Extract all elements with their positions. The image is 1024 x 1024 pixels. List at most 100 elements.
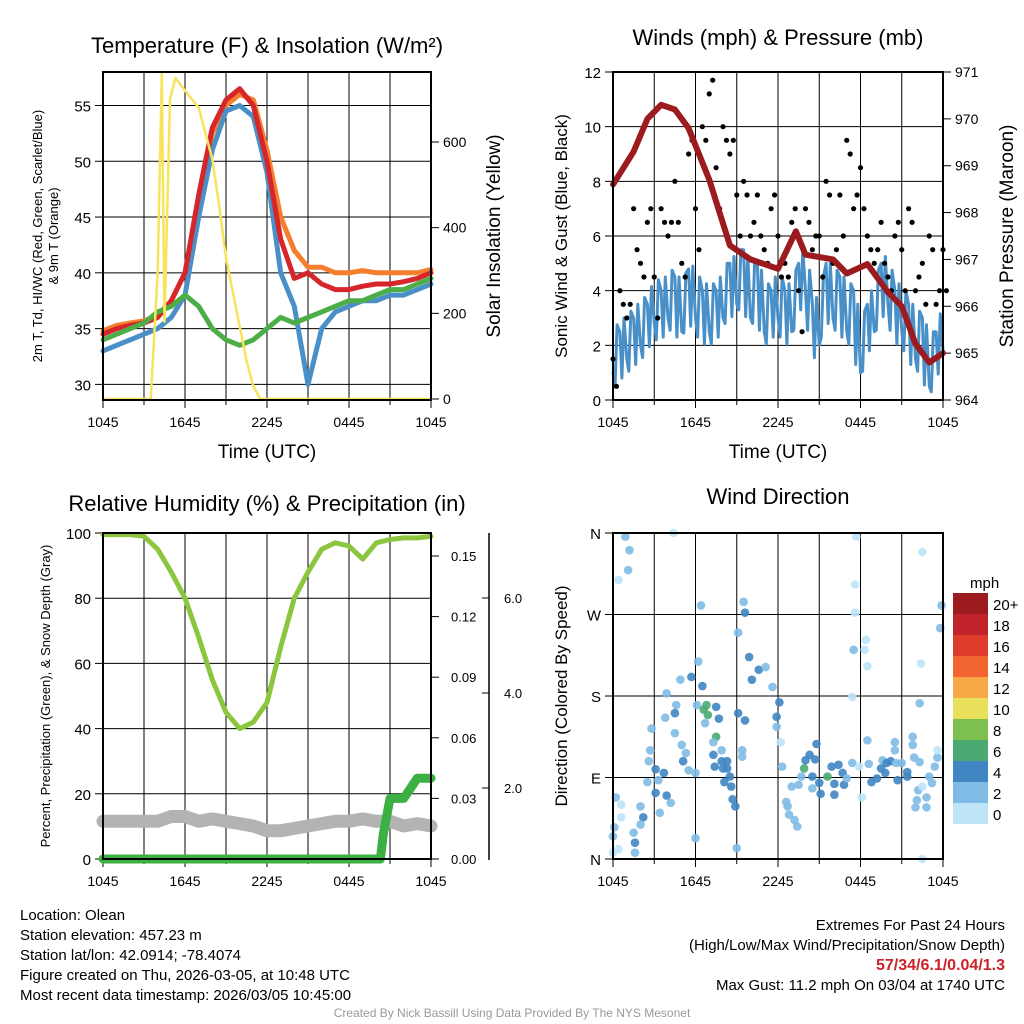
pressure-tick-label: 970 (955, 111, 979, 127)
precip-tick-label: 0.00 (451, 852, 476, 867)
direction-point (772, 712, 781, 722)
gust-point (826, 192, 833, 198)
direction-point (678, 756, 688, 766)
gust-point (617, 288, 623, 294)
x-tick-label: 1045 (415, 414, 446, 430)
x-tick-label: 0445 (845, 414, 876, 430)
direction-point (651, 788, 660, 798)
x-tick-label: 0445 (333, 414, 364, 430)
gust-point (892, 233, 898, 239)
direction-point (922, 803, 931, 812)
gust-point (627, 301, 633, 307)
insolation-ylabel: Solar Insolation (Yellow) (484, 134, 505, 337)
x-tick-label: 2245 (762, 414, 793, 430)
pressure-tick-label: 969 (955, 158, 979, 174)
gust-point (919, 260, 925, 266)
extremes-info: Extremes For Past 24 Hours (High/Low/Max… (689, 916, 1005, 996)
legend-label: 6 (993, 744, 1001, 761)
direction-point (651, 765, 660, 774)
direction-point (772, 722, 781, 732)
legend-label: 16 (993, 639, 1010, 656)
winds-title: Winds (mph) & Pressure (mb) (633, 25, 924, 50)
direction-point (703, 710, 713, 720)
gust-point (868, 247, 874, 253)
direction-point (834, 760, 843, 770)
gust-point (899, 247, 905, 253)
direction-point (916, 659, 926, 668)
direction-point (696, 601, 706, 610)
direction-point (918, 782, 927, 791)
direction-point (761, 662, 770, 672)
direction-point (700, 718, 710, 728)
direction-point (660, 713, 670, 723)
direction-point (849, 645, 858, 655)
direction-point (799, 764, 809, 773)
direction-point (687, 672, 696, 682)
direction-point (918, 547, 927, 557)
elevation-text: Station elevation: 457.23 m (20, 927, 202, 944)
y-tick-label: 55 (74, 98, 91, 115)
legend-swatch (953, 740, 988, 761)
y-tick-label: 100 (66, 526, 91, 543)
direction-point (812, 739, 821, 749)
precip-tick-label: 0.09 (451, 670, 476, 685)
gust-point (906, 206, 912, 212)
y-tick-label: 12 (584, 65, 601, 82)
latlon-text: Station lat/lon: 42.0914; -78.4074 (20, 947, 242, 964)
direction-title: Wind Direction (706, 484, 849, 509)
y-tick-label: 45 (74, 210, 91, 227)
insolation-tick-label: 200 (443, 305, 467, 321)
legend-swatch (953, 719, 988, 740)
y-tick-label: 0 (593, 393, 601, 410)
direction-point (710, 762, 720, 771)
direction-point (863, 736, 872, 745)
x-tick-label: 1645 (680, 414, 711, 430)
direction-point (852, 532, 861, 541)
gust-point (775, 233, 781, 239)
gust-point (816, 233, 822, 239)
gust-point (658, 206, 664, 212)
gust-point (909, 219, 915, 225)
direction-point (922, 793, 931, 802)
created-text: Figure created on Thu, 2026-03-05, at 10… (20, 967, 350, 984)
direction-point (937, 601, 946, 610)
gust-point (703, 137, 709, 143)
insolation-tick-label: 0 (443, 391, 451, 407)
direction-point (670, 728, 680, 738)
extremes-subtitle: (High/Low/Max Wind/Precipitation/Snow De… (689, 937, 1005, 954)
y-tick-label: 30 (74, 377, 91, 394)
gust-point (857, 165, 864, 171)
x-tick-label: 1645 (169, 873, 200, 889)
legend-label: 4 (993, 765, 1001, 782)
x-tick-label: 0445 (845, 873, 876, 889)
max-gust-text: Max Gust: 11.2 mph On 03/04 at 1740 UTC (715, 977, 1005, 994)
gust-point (720, 124, 726, 130)
gust-point (926, 233, 932, 239)
legend-swatch (953, 698, 988, 719)
temperature-ylabel-line1: 2m T, Td, HI/WC (Red, Green, Scarlet/Blu… (30, 110, 45, 362)
direction-point (933, 746, 942, 755)
direction-point (912, 795, 922, 805)
direction-point (693, 657, 703, 666)
direction-point (655, 808, 665, 818)
y-tick-label: 60 (74, 656, 91, 673)
pressure-tick-label: 964 (955, 392, 979, 408)
direction-point (897, 758, 907, 768)
y-tick-label: S (591, 689, 601, 706)
gust-point (727, 151, 733, 157)
direction-point (893, 775, 902, 785)
plot-frame (612, 71, 944, 401)
x-tick-label: 1045 (87, 414, 118, 430)
extremes-title: Extremes For Past 24 Hours (815, 917, 1005, 934)
gust-point (847, 151, 853, 157)
gust-point (641, 274, 647, 280)
direction-point (737, 752, 747, 761)
legend-label: 10 (993, 702, 1010, 719)
gust-point (734, 192, 740, 198)
gust-point (741, 178, 747, 184)
x-tick-label: 1045 (597, 414, 628, 430)
gust-point (686, 151, 692, 157)
gust-point (930, 247, 936, 253)
direction-point (872, 774, 882, 783)
direction-point (616, 800, 626, 809)
